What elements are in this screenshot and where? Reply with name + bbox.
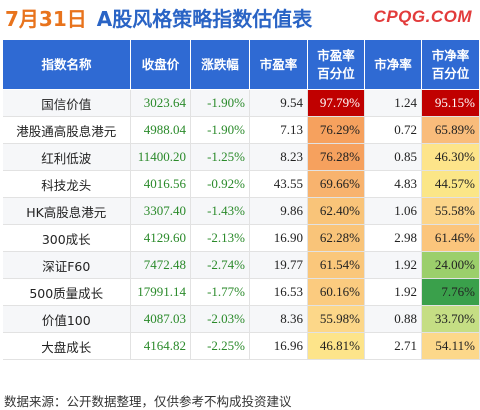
table-row[interactable]: 国信价值 3023.64 -1.90% 9.54 97.79% 1.24 95.15% xyxy=(2,89,480,117)
cell-change: -1.90% xyxy=(190,116,250,144)
title-text: A股风格策略指数估值表 xyxy=(96,7,313,31)
cell-close: 4988.04 xyxy=(130,116,191,144)
cell-pb-pct: 95.15% xyxy=(421,89,480,117)
cell-pe: 16.96 xyxy=(249,332,308,360)
col-header-pe[interactable]: 市盈率 xyxy=(249,39,308,90)
cell-close: 4087.03 xyxy=(130,305,191,333)
cell-pb: 4.83 xyxy=(364,170,422,198)
table-row[interactable]: 500质量成长 17991.14 -1.77% 16.53 60.16% 1.92 7.76… xyxy=(2,278,480,306)
cell-close: 3307.40 xyxy=(130,197,191,225)
cell-close: 4129.60 xyxy=(130,224,191,252)
cell-index-name: 国信价值 xyxy=(2,89,131,117)
cell-pe: 7.13 xyxy=(249,116,308,144)
cell-change: -2.74% xyxy=(190,251,250,279)
table-row[interactable]: 300成长 4129.60 -2.13% 16.90 62.28% 2.98 61.46% xyxy=(2,224,480,252)
cell-pb: 0.85 xyxy=(364,143,422,171)
cell-pb: 1.92 xyxy=(364,251,422,279)
cell-pe-pct: 46.81% xyxy=(307,332,365,360)
cell-pb: 0.88 xyxy=(364,305,422,333)
cell-change: -2.03% xyxy=(190,305,250,333)
cell-change: -1.90% xyxy=(190,89,250,117)
cell-pe: 9.54 xyxy=(249,89,308,117)
cell-pe: 16.53 xyxy=(249,278,308,306)
cell-index-name: HK高股息港元 xyxy=(2,197,131,225)
cell-pb-pct: 7.76% xyxy=(421,278,480,306)
cell-pe: 19.77 xyxy=(249,251,308,279)
cell-close: 3023.64 xyxy=(130,89,191,117)
cell-pb: 0.72 xyxy=(364,116,422,144)
col-header-pb-pct-label: 市净率百分位 xyxy=(431,47,470,81)
footer-note: 数据来源：公开数据整理，仅供参考不构成投资建议 xyxy=(4,394,292,409)
table-header-row: 指数名称 收盘价 涨跌幅 市盈率 市盈率百分位 市净率 市净率百分位 xyxy=(2,39,480,90)
cell-pe-pct: 97.79% xyxy=(307,89,365,117)
table-row[interactable]: 红利低波 11400.20 -1.25% 8.23 76.28% 0.85 46.30% xyxy=(2,143,480,171)
cell-pe-pct: 61.54% xyxy=(307,251,365,279)
cell-pe-pct: 76.28% xyxy=(307,143,365,171)
cell-pb: 2.98 xyxy=(364,224,422,252)
title-date: 7月31日 xyxy=(5,7,87,31)
cell-close: 4016.56 xyxy=(130,170,191,198)
cell-index-name: 深证F60 xyxy=(2,251,131,279)
cell-pb-pct: 46.30% xyxy=(421,143,480,171)
table-row[interactable]: 港股通高股息港元 4988.04 -1.90% 7.13 76.29% 0.72 65.89… xyxy=(2,116,480,144)
cell-close: 7472.48 xyxy=(130,251,191,279)
cell-close: 11400.20 xyxy=(130,143,191,171)
valuation-table: 指数名称 收盘价 涨跌幅 市盈率 市盈率百分位 市净率 市净率百分位 国信价值 3… xyxy=(2,39,480,360)
cell-pe: 8.23 xyxy=(249,143,308,171)
cell-close: 4164.82 xyxy=(130,332,191,360)
cell-change: -1.77% xyxy=(190,278,250,306)
cell-pb-pct: 54.11% xyxy=(421,332,480,360)
col-header-pb-pct[interactable]: 市净率百分位 xyxy=(421,39,480,90)
cell-pb: 1.24 xyxy=(364,89,422,117)
cell-index-name: 300成长 xyxy=(2,224,131,252)
cell-close: 17991.14 xyxy=(130,278,191,306)
cell-index-name: 大盘成长 xyxy=(2,332,131,360)
cell-pb-pct: 44.57% xyxy=(421,170,480,198)
cell-pe: 43.55 xyxy=(249,170,308,198)
col-header-change[interactable]: 涨跌幅 xyxy=(190,39,250,90)
cell-index-name: 红利低波 xyxy=(2,143,131,171)
cell-pb: 1.06 xyxy=(364,197,422,225)
cell-change: -0.92% xyxy=(190,170,250,198)
cell-index-name: 科技龙头 xyxy=(2,170,131,198)
cell-pb-pct: 33.70% xyxy=(421,305,480,333)
cell-pe-pct: 62.40% xyxy=(307,197,365,225)
cell-pb-pct: 24.00% xyxy=(421,251,480,279)
cell-pe-pct: 76.29% xyxy=(307,116,365,144)
cell-pb-pct: 55.58% xyxy=(421,197,480,225)
cell-pb-pct: 65.89% xyxy=(421,116,480,144)
cell-pe-pct: 69.66% xyxy=(307,170,365,198)
table-row[interactable]: 大盘成长 4164.82 -2.25% 16.96 46.81% 2.71 54.11% xyxy=(2,332,480,360)
page-title: 7月31日 A股风格策略指数估值表 xyxy=(5,3,312,32)
cell-change: -2.25% xyxy=(190,332,250,360)
cell-index-name: 港股通高股息港元 xyxy=(2,116,131,144)
cell-pe-pct: 60.16% xyxy=(307,278,365,306)
col-header-close[interactable]: 收盘价 xyxy=(130,39,191,90)
table-row[interactable]: 价值100 4087.03 -2.03% 8.36 55.98% 0.88 33.70% xyxy=(2,305,480,333)
cell-index-name: 500质量成长 xyxy=(2,278,131,306)
cell-change: -1.25% xyxy=(190,143,250,171)
cell-pb: 1.92 xyxy=(364,278,422,306)
cell-pb-pct: 61.46% xyxy=(421,224,480,252)
col-header-pe-pct[interactable]: 市盈率百分位 xyxy=(307,39,365,90)
col-header-name[interactable]: 指数名称 xyxy=(2,39,131,90)
cell-change: -2.13% xyxy=(190,224,250,252)
table-row[interactable]: HK高股息港元 3307.40 -1.43% 9.86 62.40% 1.06 55.58% xyxy=(2,197,480,225)
col-header-pb[interactable]: 市净率 xyxy=(364,39,422,90)
cell-pe: 9.86 xyxy=(249,197,308,225)
table-row[interactable]: 科技龙头 4016.56 -0.92% 43.55 69.66% 4.83 44.57% xyxy=(2,170,480,198)
table-row[interactable]: 深证F60 7472.48 -2.74% 19.77 61.54% 1.92 24.00% xyxy=(2,251,480,279)
col-header-pe-pct-label: 市盈率百分位 xyxy=(317,47,355,81)
cell-pe: 8.36 xyxy=(249,305,308,333)
cell-change: -1.43% xyxy=(190,197,250,225)
cell-pe: 16.90 xyxy=(249,224,308,252)
cell-index-name: 价值100 xyxy=(2,305,131,333)
cell-pb: 2.71 xyxy=(364,332,422,360)
site-logo: CPQG.COM xyxy=(373,7,472,26)
cell-pe-pct: 62.28% xyxy=(307,224,365,252)
cell-pe-pct: 55.98% xyxy=(307,305,365,333)
header-bar: 7月31日 A股风格策略指数估值表 CPQG.COM xyxy=(0,0,480,36)
